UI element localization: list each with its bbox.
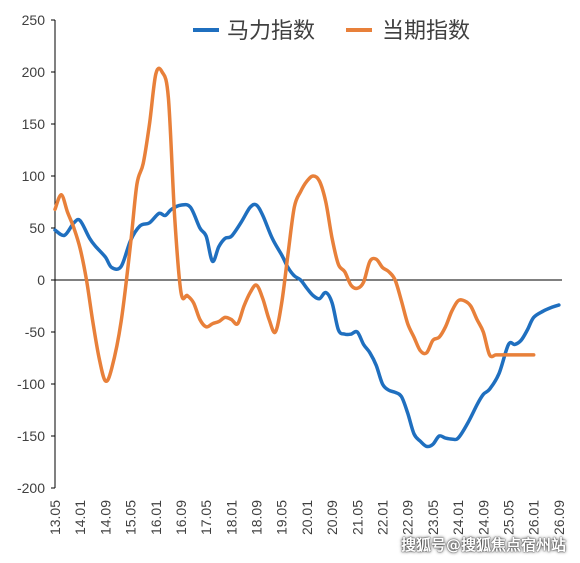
series-layer — [53, 66, 561, 449]
x-tick-label: 15.05 — [123, 500, 139, 535]
y-tick-label: -50 — [25, 324, 45, 340]
x-tick-label: 16.09 — [173, 500, 189, 535]
x-tick-label: 22.01 — [375, 500, 391, 535]
x-tick-label: 19.05 — [274, 500, 290, 535]
y-tick-label: -100 — [17, 376, 45, 392]
watermark: 搜狐号@搜狐焦点宿州站 — [400, 536, 566, 554]
x-tick-label: 26.01 — [526, 500, 542, 535]
x-tick-label: 20.01 — [299, 500, 315, 535]
x-tick-label: 23.05 — [425, 500, 441, 535]
y-tick-label: 150 — [22, 116, 46, 132]
y-tick-label: -150 — [17, 428, 45, 444]
y-tick-label: 50 — [29, 220, 45, 236]
x-tick-label: 22.09 — [400, 500, 416, 535]
x-tick-label: 18.01 — [223, 500, 239, 535]
x-tick-label: 24.01 — [450, 500, 466, 535]
x-tick-label: 14.01 — [72, 500, 88, 535]
x-tick-label: 18.09 — [249, 500, 265, 535]
x-tick-label: 14.09 — [97, 500, 113, 535]
x-tick-label: 16.01 — [148, 500, 164, 535]
y-tick-label: 100 — [22, 168, 46, 184]
legend-label-series-2: 当期指数 — [382, 19, 470, 44]
series-line-2 — [53, 66, 536, 384]
x-tick-label: 20.09 — [324, 500, 340, 535]
series-line-1 — [53, 202, 561, 449]
x-tick-label: 25.05 — [500, 500, 516, 535]
y-tick-label: 200 — [22, 64, 46, 80]
y-tick-label: 0 — [37, 272, 45, 288]
x-tick-label: 13.05 — [47, 500, 63, 535]
legend: 马力指数 当期指数 — [193, 19, 470, 44]
axes-layer: -200 -150 -100 -50 0 50 100 150 200 250 13.05 14.01… — [17, 12, 567, 535]
y-tick-label: 250 — [22, 12, 46, 28]
x-tick-label: 26.09 — [551, 500, 567, 535]
x-tick-label: 17.05 — [198, 500, 214, 535]
x-tick-label: 24.09 — [475, 500, 491, 535]
x-tick-label: 21.05 — [349, 500, 365, 535]
y-tick-label: -200 — [17, 480, 45, 496]
legend-label-series-1: 马力指数 — [227, 19, 315, 44]
